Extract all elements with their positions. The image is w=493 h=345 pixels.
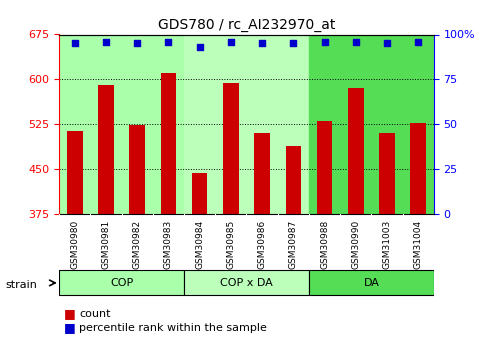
- Text: ■: ■: [64, 307, 76, 321]
- Text: GSM30983: GSM30983: [164, 219, 173, 269]
- Bar: [98, 85, 114, 214]
- Bar: [285, 146, 301, 214]
- Text: count: count: [79, 309, 110, 319]
- Text: percentile rank within the sample: percentile rank within the sample: [79, 323, 267, 333]
- Bar: [348, 88, 363, 214]
- Title: GDS780 / rc_AI232970_at: GDS780 / rc_AI232970_at: [158, 18, 335, 32]
- Bar: [410, 123, 426, 214]
- FancyBboxPatch shape: [59, 270, 184, 295]
- Text: GSM30984: GSM30984: [195, 219, 204, 268]
- Point: [102, 39, 110, 45]
- Text: DA: DA: [363, 278, 379, 288]
- Text: GSM30981: GSM30981: [102, 219, 110, 269]
- Point: [165, 39, 173, 45]
- Text: GSM31004: GSM31004: [414, 219, 423, 268]
- Bar: [67, 131, 83, 214]
- Point: [227, 39, 235, 45]
- Bar: [161, 73, 176, 214]
- Bar: [59, 34, 184, 214]
- Text: ■: ■: [64, 321, 76, 334]
- Point: [289, 41, 297, 46]
- Text: GSM30982: GSM30982: [133, 219, 141, 268]
- Point: [352, 39, 360, 45]
- Text: COP x DA: COP x DA: [220, 278, 273, 288]
- Text: GSM31003: GSM31003: [383, 219, 391, 269]
- Point: [196, 44, 204, 50]
- Text: GSM30988: GSM30988: [320, 219, 329, 269]
- Text: GSM30990: GSM30990: [352, 219, 360, 269]
- Point: [320, 39, 328, 45]
- Point: [71, 41, 79, 46]
- Point: [133, 41, 141, 46]
- Point: [383, 41, 391, 46]
- Bar: [223, 83, 239, 214]
- Bar: [309, 34, 434, 214]
- Point: [258, 41, 266, 46]
- Bar: [379, 133, 395, 214]
- Bar: [184, 34, 309, 214]
- Bar: [317, 121, 332, 214]
- Text: GSM30985: GSM30985: [226, 219, 235, 269]
- Bar: [129, 125, 145, 214]
- FancyBboxPatch shape: [184, 270, 309, 295]
- FancyBboxPatch shape: [309, 270, 434, 295]
- Bar: [254, 133, 270, 214]
- Point: [414, 39, 422, 45]
- Text: GSM30980: GSM30980: [70, 219, 79, 269]
- Text: GSM30987: GSM30987: [289, 219, 298, 269]
- Text: strain: strain: [5, 280, 37, 289]
- Text: COP: COP: [110, 278, 133, 288]
- Bar: [192, 173, 208, 214]
- Text: GSM30986: GSM30986: [258, 219, 267, 269]
